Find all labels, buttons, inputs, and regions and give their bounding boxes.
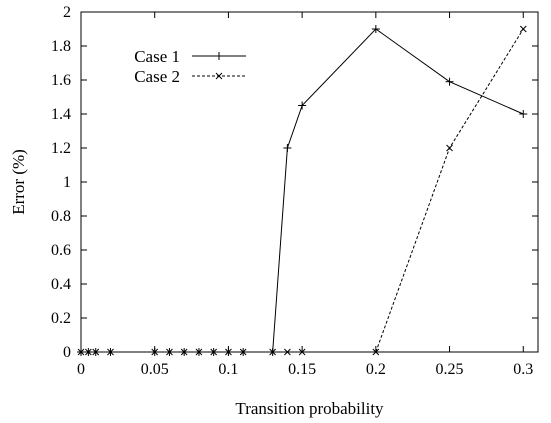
y-tick-label: 1.6	[51, 72, 71, 89]
series-1-point	[371, 25, 380, 33]
series-2-point	[92, 348, 100, 356]
legend-marker	[215, 72, 223, 80]
series-2-point	[107, 348, 114, 356]
series-1-point	[298, 101, 307, 110]
y-tick-label: 1	[63, 174, 71, 191]
series-2-point	[239, 348, 247, 356]
legend-label: Case 1	[134, 47, 180, 66]
series-2-point	[77, 348, 85, 356]
y-axis-label: Error (%)	[9, 149, 28, 215]
y-tick-label: 1.8	[51, 38, 71, 55]
series-2-point	[372, 348, 380, 356]
series-2-point	[225, 348, 232, 356]
y-tick-label: 0.2	[51, 310, 71, 327]
series-2-point	[298, 348, 306, 356]
series-2-point	[195, 348, 203, 356]
series-2-point	[166, 348, 173, 356]
legend-marker	[215, 52, 223, 60]
legend-label: Case 2	[134, 67, 180, 86]
x-tick-label: 0.3	[513, 361, 533, 378]
series-2-point	[180, 348, 188, 356]
y-tick-label: 0	[63, 344, 71, 361]
y-tick-label: 1.4	[51, 106, 71, 123]
series-2-point	[85, 348, 92, 356]
series-2-point	[210, 348, 218, 356]
x-tick-label: 0	[77, 361, 85, 378]
series-1-point	[283, 144, 292, 152]
series-layer	[77, 25, 528, 356]
y-tick-label: 0.8	[51, 208, 71, 225]
series-2-point	[446, 144, 453, 152]
y-tick-label: 0.4	[51, 276, 71, 293]
series-1-point	[519, 110, 528, 118]
x-tick-label: 0.2	[366, 361, 386, 378]
x-tick-label: 0.15	[288, 361, 316, 378]
series-2	[77, 25, 527, 356]
series-1-point	[445, 77, 454, 86]
x-tick-label: 0.05	[141, 361, 169, 378]
y-tick-label: 2	[63, 4, 71, 21]
series-2-point	[284, 348, 291, 356]
x-tick-label: 0.25	[436, 361, 464, 378]
x-axis-label: Transition probability	[235, 399, 384, 418]
series-2-point	[151, 348, 159, 356]
y-tick-label: 0.6	[51, 242, 71, 259]
y-tick-label: 1.2	[51, 140, 71, 157]
x-tick-label: 0.1	[218, 361, 238, 378]
axis-ticks: 0 0.05 0.1 0.15 0.2 0.25 0.3 0 0.2 0.4 0.6 0.8 1 1.2 1…	[51, 4, 538, 378]
series-2-point	[269, 348, 276, 356]
series-2-point	[519, 25, 527, 33]
